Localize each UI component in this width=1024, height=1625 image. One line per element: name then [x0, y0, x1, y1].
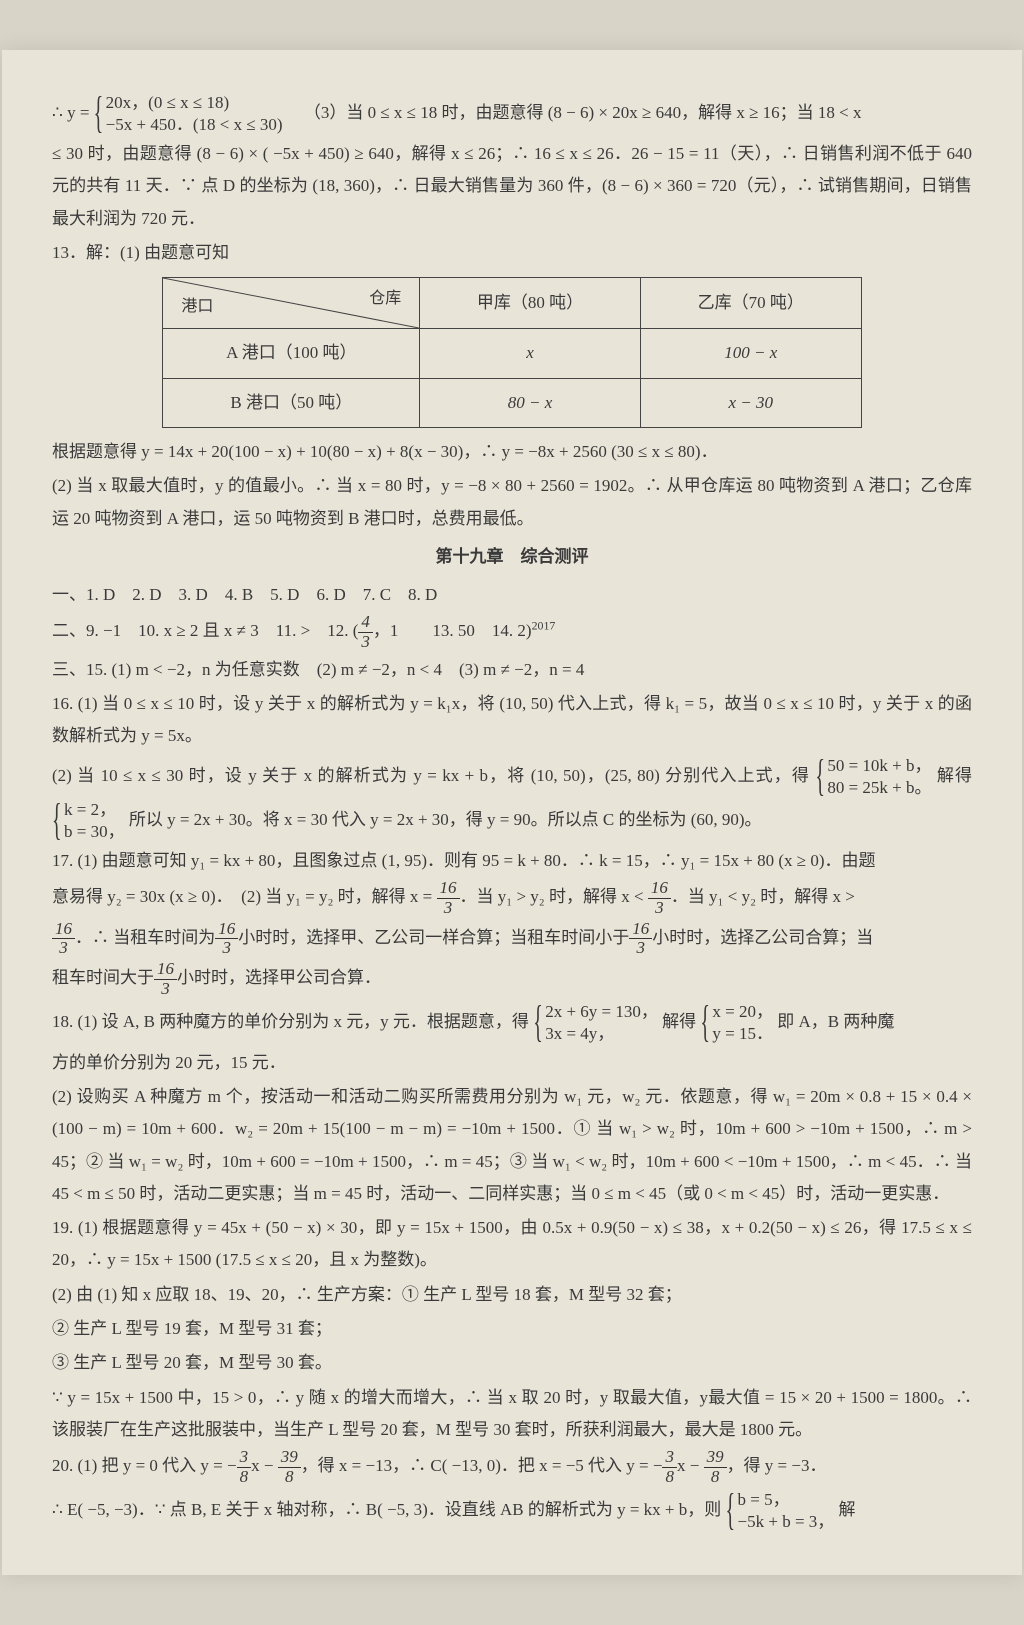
- answers-section-2: 二、9. −1 10. x ≥ 2 且 x ≠ 3 11. > 12. (43，…: [52, 613, 972, 651]
- problem-15: 三、15. (1) m < −2，n 为任意实数 (2) m ≠ −2，n < …: [52, 654, 972, 686]
- problem-19-part2a: (2) 由 (1) 知 x 应取 18、19、20，∴ 生产方案：① 生产 L …: [52, 1279, 972, 1311]
- problem-19-part2b: ② 生产 L 型号 19 套，M 型号 31 套；: [52, 1313, 972, 1345]
- problem-18-part1: 18. (1) 设 A, B 两种魔方的单价分别为 x 元，y 元．根据题意，得…: [52, 1001, 972, 1045]
- text: x −: [251, 1456, 278, 1475]
- text: ∴ E( −5, −3)．∵ 点 B, E 关于 x 轴对称，∴ B( −5, …: [52, 1500, 721, 1519]
- table-header-diagonal: 仓库 港口: [163, 278, 420, 329]
- text: 20. (1) 把 y = 0 代入 y = −: [52, 1456, 237, 1475]
- fraction: 38: [662, 1448, 677, 1486]
- table-header: 甲库（80 吨）: [420, 278, 641, 329]
- problem-18-part2: (2) 设购买 A 种魔方 m 个，按活动一和活动二购买所需费用分别为 w₁ 元…: [52, 1081, 972, 1210]
- problem-20-part1: 20. (1) 把 y = 0 代入 y = −38x − 398，得 x = …: [52, 1448, 972, 1486]
- problem-16-part1: 16. (1) 当 0 ≤ x ≤ 10 时，设 y 关于 x 的解析式为 y …: [52, 688, 972, 753]
- text: 小时时，选择甲公司合算．: [177, 968, 381, 987]
- text: 小时时，选择乙公司合算；当: [652, 928, 873, 947]
- text: 18. (1) 设 A, B 两种魔方的单价分别为 x 元，y 元．根据题意，得: [52, 1012, 529, 1031]
- text: (2) 当 10 ≤ x ≤ 30 时，设 y 关于 x 的解析式为 y = k…: [52, 766, 810, 785]
- problem-17-part3: 163．∴ 当租车时间为163小时时，选择甲、乙公司一样合算；当租车时间小于16…: [52, 920, 972, 958]
- problem-19-part1: 19. (1) 根据题意得 y = 45x + (50 − x) × 30，即 …: [52, 1212, 972, 1277]
- fraction: 163: [629, 920, 652, 958]
- problem-17-part1: 17. (1) 由题意可知 y₁ = kx + 80，且图象过点 (1, 95)…: [52, 845, 972, 877]
- problem-18-line2: 方的单价分别为 20 元，15 元．: [52, 1047, 972, 1079]
- text: ，得 x = −13，∴ C( −13, 0)．把 x = −5 代入 y = …: [301, 1456, 663, 1475]
- text: ，得 y = −3．: [727, 1456, 827, 1475]
- table-cell: A 港口（100 吨）: [163, 329, 420, 378]
- equation-system: 50 = 10k + b， 80 = 25k + b。: [815, 755, 931, 799]
- text: 解得: [662, 1012, 696, 1031]
- problem-13-part1: 根据题意得 y = 14x + 20(100 − x) + 10(80 − x)…: [52, 436, 972, 468]
- text: ．当 y₁ < y₂ 时，解得 x >: [671, 887, 855, 906]
- text: 二、9. −1 10. x ≥ 2 且 x ≠ 3 11. > 12.: [52, 622, 353, 641]
- text: 解: [839, 1500, 856, 1519]
- text: 小时时，选择甲、乙公司一样合算；当租车时间小于: [238, 928, 629, 947]
- fraction: 38: [237, 1448, 252, 1486]
- text: 意易得 y₂ = 30x (x ≥ 0)． (2) 当 y₁ = y₂ 时，解得…: [52, 887, 437, 906]
- table-cell: x − 30: [640, 378, 861, 427]
- diag-label-bottom: 港口: [181, 292, 213, 322]
- problem-17-part2: 意易得 y₂ = 30x (x ≥ 0)． (2) 当 y₁ = y₂ 时，解得…: [52, 879, 972, 917]
- piecewise-function: 20x，(0 ≤ x ≤ 18) −5x + 450．(18 < x ≤ 30): [94, 92, 283, 136]
- problem-13-part2: (2) 当 x 取最大值时，y 的值最小。∴ 当 x = 80 时，y = −8…: [52, 470, 972, 535]
- problem-12-text: ≤ 30 时，由题意得 (8 − 6) × ( −5x + 450) ≥ 640…: [52, 138, 972, 235]
- fraction: 163: [52, 920, 75, 958]
- text: 即 A，B 两种魔: [777, 1012, 894, 1031]
- table-cell: 100 − x: [640, 329, 861, 378]
- fraction: 163: [215, 920, 238, 958]
- text: 所以 y = 2x + 30。将 x = 30 代入 y = 2x + 30，得…: [129, 810, 762, 829]
- text: （3）当 0 ≤ x ≤ 18 时，由题意得 (8 − 6) × 20x ≥ 6…: [304, 103, 862, 122]
- text: 解得: [937, 766, 972, 785]
- fraction: 163: [437, 879, 460, 917]
- problem-17-part4: 租车时间大于163小时时，选择甲公司合算．: [52, 960, 972, 998]
- problem-12-continuation: ∴ y = 20x，(0 ≤ x ≤ 18) −5x + 450．(18 < x…: [52, 92, 972, 136]
- fraction: 163: [648, 879, 671, 917]
- diag-label-top: 仓库: [369, 284, 401, 314]
- chapter-title: 第十九章 综合测评: [52, 541, 972, 573]
- answers-section-1: 一、1. D 2. D 3. D 4. B 5. D 6. D 7. C 8. …: [52, 579, 972, 611]
- equation-system: 2x + 6y = 130， 3x = 4y，: [533, 1001, 658, 1045]
- text: 租车时间大于: [52, 968, 154, 987]
- problem-19-part2c: ③ 生产 L 型号 20 套，M 型号 30 套。: [52, 1347, 972, 1379]
- text: ．当 y₁ > y₂ 时，解得 x <: [460, 887, 648, 906]
- warehouse-table: 仓库 港口 甲库（80 吨） 乙库（70 吨） A 港口（100 吨） x 10…: [162, 277, 861, 428]
- document-page: ∴ y = 20x，(0 ≤ x ≤ 18) −5x + 450．(18 < x…: [2, 50, 1022, 1575]
- exponent: 2017: [532, 619, 556, 633]
- equation-system: k = 2， b = 30，: [52, 799, 125, 843]
- table-header: 乙库（70 吨）: [640, 278, 861, 329]
- text: ∴ y =: [52, 103, 94, 122]
- fraction: 398: [704, 1448, 727, 1486]
- table-cell: B 港口（50 吨）: [163, 378, 420, 427]
- problem-19-part3: ∵ y = 15x + 1500 中，15 > 0，∴ y 随 x 的增大而增大…: [52, 1382, 972, 1447]
- equation-system: x = 20， y = 15．: [700, 1001, 773, 1045]
- text: x −: [677, 1456, 704, 1475]
- problem-16-part2: (2) 当 10 ≤ x ≤ 30 时，设 y 关于 x 的解析式为 y = k…: [52, 755, 972, 843]
- text: ．∴ 当租车时间为: [75, 928, 215, 947]
- table-cell: x: [420, 329, 641, 378]
- equation-system: b = 5， −5k + b = 3，: [726, 1489, 835, 1533]
- problem-20-part2: ∴ E( −5, −3)．∵ 点 B, E 关于 x 轴对称，∴ B( −5, …: [52, 1489, 972, 1533]
- fraction: 43: [358, 613, 373, 651]
- problem-13-intro: 13．解：(1) 由题意可知: [52, 237, 972, 269]
- table-cell: 80 − x: [420, 378, 641, 427]
- fraction: 398: [278, 1448, 301, 1486]
- fraction: 163: [154, 960, 177, 998]
- text: ，1 13. 50 14. 2: [373, 622, 526, 641]
